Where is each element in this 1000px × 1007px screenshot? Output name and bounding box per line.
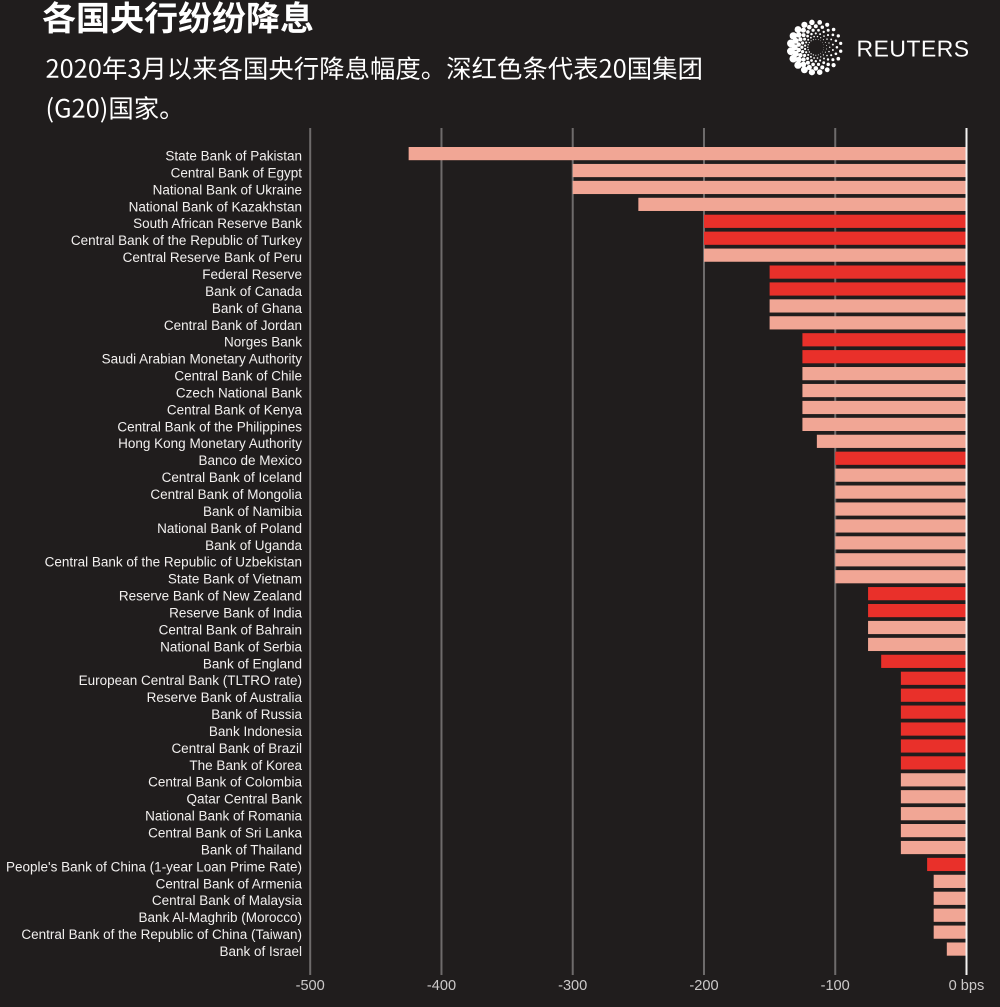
- svg-text:Central Bank of the Philippine: Central Bank of the Philippines: [117, 419, 302, 434]
- svg-text:Central Bank of Brazil: Central Bank of Brazil: [171, 741, 302, 756]
- svg-text:0 bps: 0 bps: [949, 978, 985, 994]
- svg-text:The Bank of Korea: The Bank of Korea: [189, 758, 302, 773]
- svg-text:Central Bank of Iceland: Central Bank of Iceland: [162, 470, 302, 485]
- svg-text:Central Bank of Mongolia: Central Bank of Mongolia: [150, 487, 302, 502]
- svg-text:Saudi Arabian Monetary Authori: Saudi Arabian Monetary Authority: [102, 352, 303, 367]
- svg-text:Central Bank of Jordan: Central Bank of Jordan: [164, 318, 302, 333]
- svg-text:Bank of Canada: Bank of Canada: [205, 284, 302, 299]
- svg-text:Qatar Central Bank: Qatar Central Bank: [186, 792, 302, 807]
- svg-text:People's Bank of China (1-year: People's Bank of China (1-year Loan Prim…: [6, 859, 302, 874]
- svg-text:Central Reserve Bank of Peru: Central Reserve Bank of Peru: [123, 250, 302, 265]
- svg-text:Central Bank of Malaysia: Central Bank of Malaysia: [152, 893, 303, 908]
- svg-text:Central Bank of Bahrain: Central Bank of Bahrain: [159, 622, 302, 637]
- svg-text:Central Bank of Armenia: Central Bank of Armenia: [156, 876, 303, 891]
- svg-text:Norges Bank: Norges Bank: [224, 335, 302, 350]
- svg-text:National Bank of Romania: National Bank of Romania: [145, 809, 302, 824]
- svg-text:Bank of England: Bank of England: [203, 656, 302, 671]
- svg-text:Hong Kong Monetary Authority: Hong Kong Monetary Authority: [118, 436, 302, 451]
- svg-text:South African Reserve Bank: South African Reserve Bank: [133, 216, 302, 231]
- svg-text:Central Bank of Colombia: Central Bank of Colombia: [148, 775, 302, 790]
- svg-text:Central Bank of Sri Lanka: Central Bank of Sri Lanka: [148, 826, 302, 841]
- svg-text:Central Bank of Egypt: Central Bank of Egypt: [171, 165, 303, 180]
- svg-text:-500: -500: [296, 978, 325, 994]
- svg-text:Bank of Uganda: Bank of Uganda: [205, 538, 302, 553]
- svg-text:-400: -400: [427, 978, 456, 994]
- svg-text:Central Bank of the Republic o: Central Bank of the Republic of Uzbekist…: [45, 555, 302, 570]
- svg-text:Bank Indonesia: Bank Indonesia: [209, 724, 303, 739]
- svg-text:Bank of Israel: Bank of Israel: [219, 944, 302, 959]
- svg-text:National Bank of Serbia: National Bank of Serbia: [160, 639, 302, 654]
- svg-text:National Bank of Kazakhstan: National Bank of Kazakhstan: [129, 199, 302, 214]
- svg-text:-100: -100: [821, 978, 850, 994]
- svg-text:Reserve Bank of New Zealand: Reserve Bank of New Zealand: [119, 589, 302, 604]
- svg-text:Bank of Thailand: Bank of Thailand: [201, 842, 302, 857]
- svg-text:National Bank of Ukraine: National Bank of Ukraine: [153, 182, 302, 197]
- svg-text:Central Bank of Chile: Central Bank of Chile: [174, 369, 302, 384]
- svg-text:Reserve Bank of India: Reserve Bank of India: [169, 605, 302, 620]
- svg-text:State Bank of Pakistan: State Bank of Pakistan: [165, 149, 302, 164]
- svg-text:Bank Al-Maghrib (Morocco): Bank Al-Maghrib (Morocco): [138, 910, 302, 925]
- svg-text:-200: -200: [689, 978, 718, 994]
- svg-text:Czech National Bank: Czech National Bank: [176, 385, 302, 400]
- svg-text:Central Bank of Kenya: Central Bank of Kenya: [167, 402, 303, 417]
- svg-text:Reserve Bank of Australia: Reserve Bank of Australia: [147, 690, 303, 705]
- svg-text:Bank of Ghana: Bank of Ghana: [212, 301, 303, 316]
- svg-text:Central Bank of the Republic o: Central Bank of the Republic of China (T…: [21, 927, 302, 942]
- svg-text:Central Bank of the Republic o: Central Bank of the Republic of Turkey: [71, 233, 302, 248]
- svg-text:Bank of Russia: Bank of Russia: [211, 707, 302, 722]
- svg-text:Federal Reserve: Federal Reserve: [202, 267, 302, 282]
- svg-text:European Central Bank (TLTRO r: European Central Bank (TLTRO rate): [79, 673, 302, 688]
- svg-text:Banco de Mexico: Banco de Mexico: [198, 453, 302, 468]
- svg-text:State Bank of Vietnam: State Bank of Vietnam: [168, 572, 302, 587]
- svg-text:-300: -300: [558, 978, 587, 994]
- svg-text:National Bank of Poland: National Bank of Poland: [157, 521, 302, 536]
- svg-text:Bank of Namibia: Bank of Namibia: [203, 504, 303, 519]
